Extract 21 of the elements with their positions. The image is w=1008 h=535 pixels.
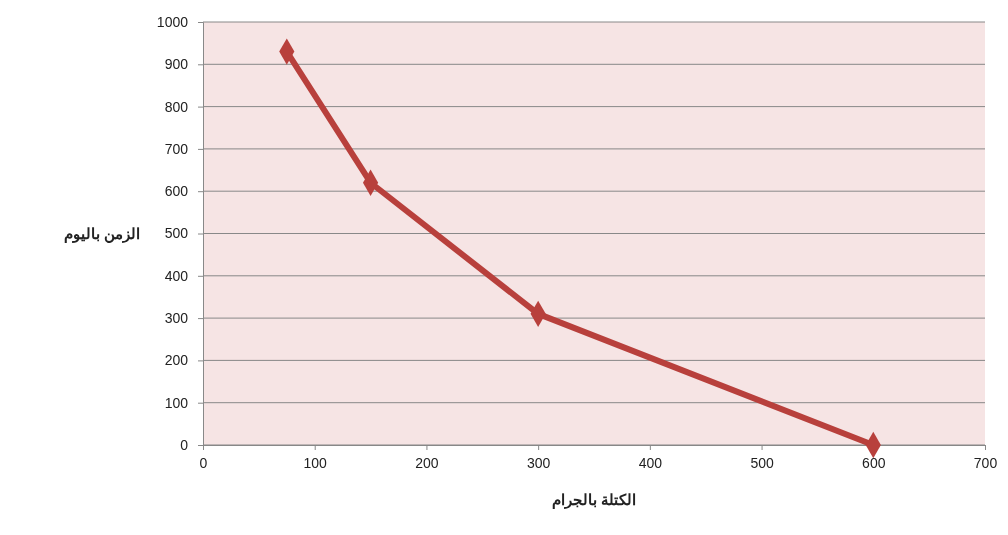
x-tick-label: 400 — [638, 454, 663, 471]
y-tick-label: 400 — [164, 267, 189, 284]
y-tick-label: 1000 — [156, 13, 189, 30]
x-tick-label: 100 — [303, 454, 328, 471]
x-tick-label: 300 — [526, 454, 551, 471]
x-axis-title: الكتلة بالجرام — [551, 491, 637, 509]
x-tick-label: 0 — [199, 454, 208, 471]
y-tick-label: 300 — [164, 310, 189, 327]
y-tick-label: 100 — [164, 394, 189, 411]
y-tick-label: 700 — [164, 140, 189, 157]
y-tick-label: 600 — [164, 183, 189, 200]
y-tick-label: 200 — [164, 352, 189, 369]
y-tick-label: 900 — [164, 56, 189, 73]
y-tick-label: 0 — [180, 436, 189, 453]
y-axis-title: الزمن باليوم — [63, 224, 140, 243]
y-tick-label: 500 — [164, 225, 189, 242]
y-tick-label: 800 — [164, 98, 189, 115]
x-tick-label: 600 — [862, 454, 886, 471]
x-tick-label: 500 — [750, 454, 774, 471]
x-tick-label: 200 — [415, 454, 439, 471]
x-tick-label: 700 — [973, 454, 998, 471]
